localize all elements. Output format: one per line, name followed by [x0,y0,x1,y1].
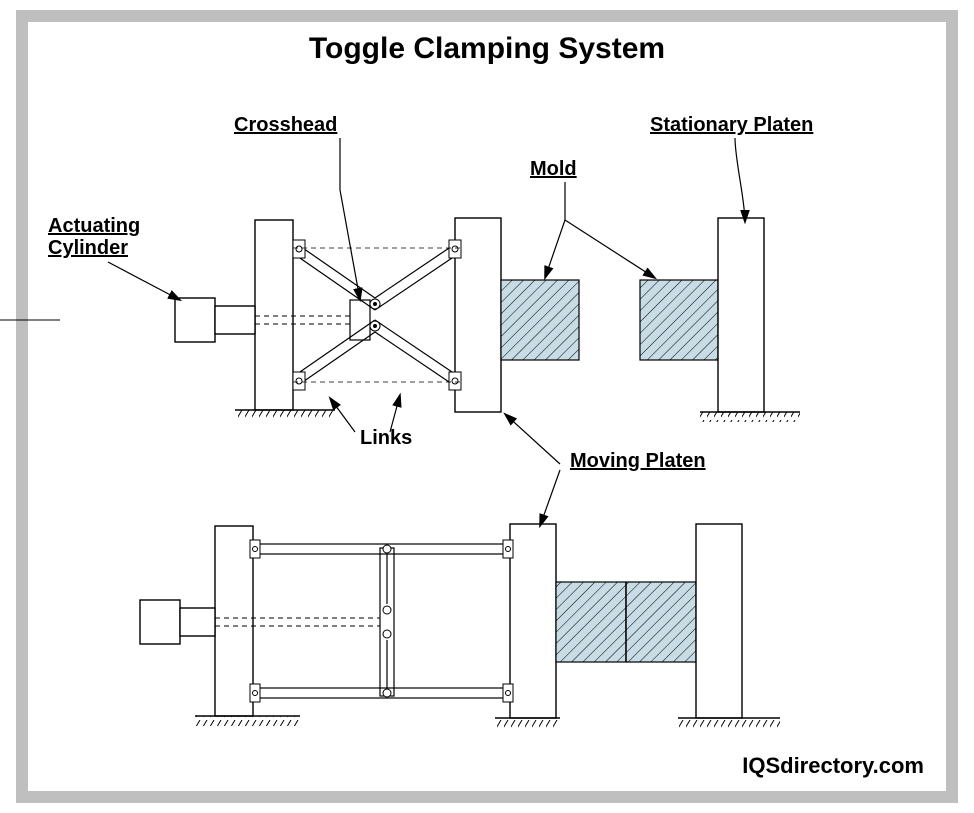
diagram-svg [0,0,974,813]
open-view [0,218,800,422]
closed-view [140,524,780,728]
diagram-frame: Toggle Clamping System Crosshead Mold St… [0,0,974,813]
